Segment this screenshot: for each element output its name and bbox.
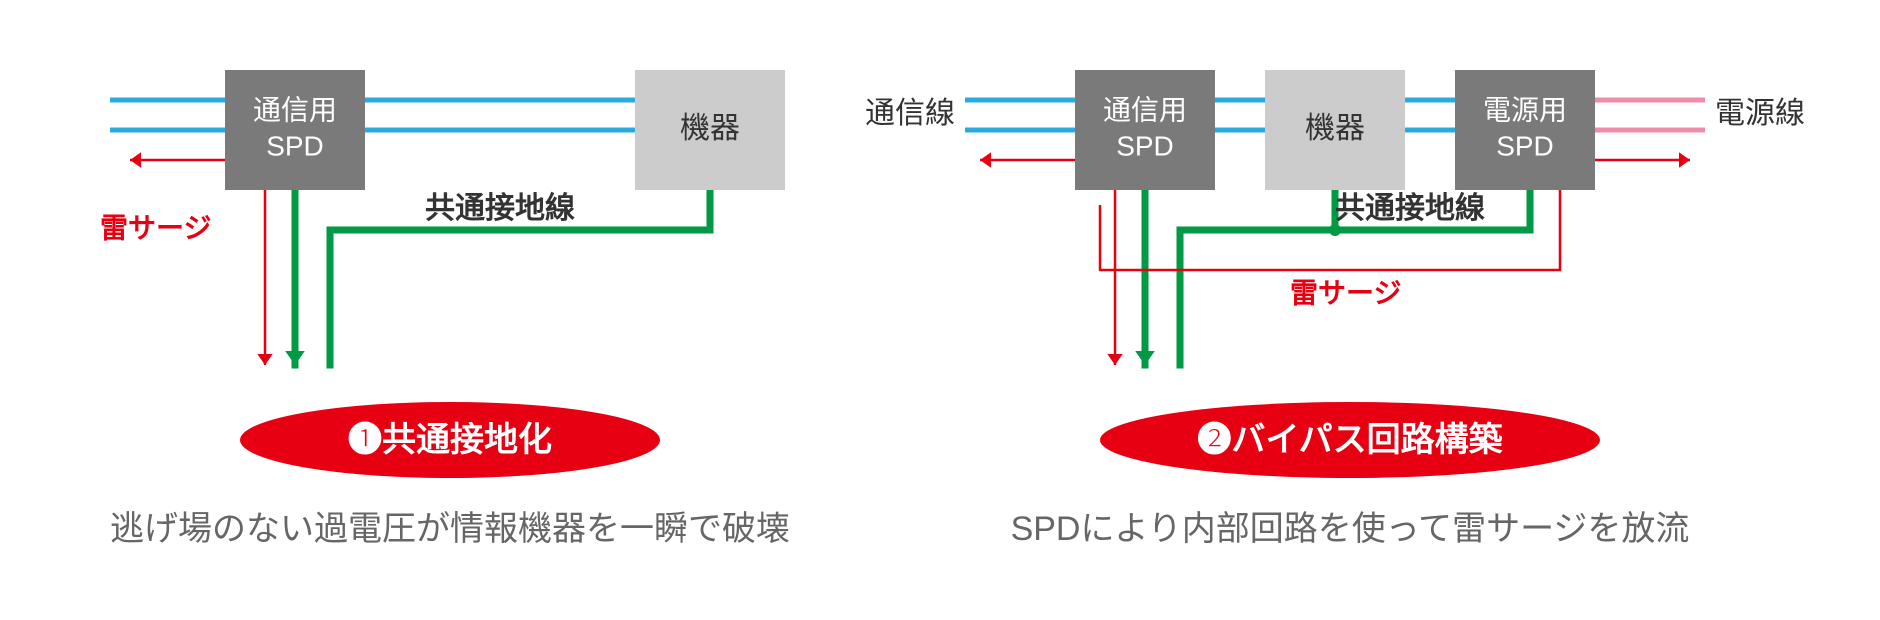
right-nodes: 通信用 SPD 機器 電源用 SPD — [1075, 70, 1595, 190]
right-comm-side-label: 通信線 — [865, 97, 955, 130]
left-ground-label: 共通接地線 — [425, 191, 575, 225]
right-surge-label: 雷サージ — [1290, 277, 1401, 308]
right-subcaption: SPDにより内部回路を使って雷サージを放流 — [1011, 510, 1690, 548]
left-pill: ❶共通接地化 — [240, 402, 660, 478]
svg-text:SPD: SPD — [1116, 130, 1174, 161]
left-subcaption: 逃げ場のない過電圧が情報機器を一瞬で破壊 — [110, 510, 790, 548]
right-pill: ❷バイパス回路構築 — [1100, 402, 1600, 478]
svg-text:機器: 機器 — [680, 112, 740, 145]
left-surge-label: 雷サージ — [100, 212, 211, 243]
diagram-canvas: 通信用 SPD 機器 共通接地線 雷サージ ❶共通接地化 逃げ場のない過電圧が情報機… — [0, 0, 1880, 620]
left-comm-lines — [110, 100, 635, 130]
right-power-side-label: 電源線 — [1715, 97, 1805, 130]
svg-text:SPD: SPD — [266, 130, 324, 161]
left-diagram: 通信用 SPD 機器 共通接地線 雷サージ ❶共通接地化 逃げ場のない過電圧が情報機… — [100, 70, 790, 548]
left-pill-text: ❶共通接地化 — [348, 421, 552, 459]
right-power-lines — [1595, 100, 1705, 130]
right-pill-text: ❷バイパス回路構築 — [1197, 421, 1503, 459]
right-ground-label: 共通接地線 — [1335, 191, 1485, 225]
svg-text:電源用: 電源用 — [1483, 94, 1567, 125]
svg-text:SPD: SPD — [1496, 130, 1554, 161]
svg-text:通信用: 通信用 — [1103, 94, 1187, 125]
svg-text:通信用: 通信用 — [253, 94, 337, 125]
right-diagram: 通信用 SPD 機器 電源用 SPD 通信線 電源線 共通接地線 雷サージ ❷バイパス回… — [865, 70, 1805, 548]
svg-text:機器: 機器 — [1305, 112, 1365, 145]
